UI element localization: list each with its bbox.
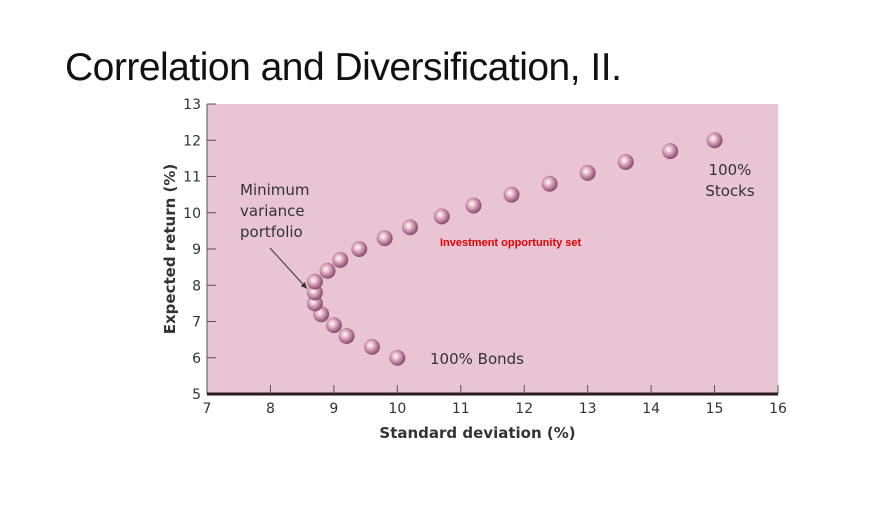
data-point (332, 251, 349, 268)
y-axis-label: Expected return (%) (161, 164, 179, 335)
y-tick-label: 5 (192, 387, 201, 403)
x-tick-label: 16 (769, 401, 787, 417)
y-tick-label: 6 (192, 351, 201, 367)
plot-area (207, 104, 778, 394)
data-point (541, 175, 558, 192)
x-tick-label: 12 (515, 401, 533, 417)
y-tick-label: 13 (183, 97, 201, 113)
x-tick-label: 7 (203, 401, 212, 417)
y-tick-label: 12 (183, 133, 201, 149)
x-tick-label: 15 (706, 401, 724, 417)
min-variance-label: Minimum (240, 181, 310, 199)
y-tick-label: 7 (192, 315, 201, 331)
data-point (351, 241, 368, 257)
slide-title: Correlation and Diversification, II. (65, 46, 622, 89)
data-point (325, 317, 342, 334)
data-point (706, 132, 723, 149)
x-tick-label: 11 (452, 401, 470, 417)
x-tick-label: 10 (388, 401, 406, 417)
data-point (433, 208, 450, 225)
data-point (338, 328, 355, 344)
data-point (662, 143, 679, 160)
data-point (402, 219, 419, 236)
data-point (503, 186, 520, 203)
min-variance-label: portfolio (240, 223, 303, 241)
opportunity-set-label: Investment opportunity set (440, 237, 582, 249)
stocks-label: Stocks (705, 182, 755, 200)
data-point (579, 164, 596, 181)
data-point (389, 349, 406, 366)
y-tick-label: 9 (192, 242, 201, 258)
y-tick-label: 10 (183, 206, 201, 222)
x-axis-label: Standard deviation (%) (379, 424, 575, 442)
data-point (306, 273, 323, 290)
y-tick-label: 11 (183, 170, 201, 186)
arrow-icon (269, 247, 308, 289)
x-tick-label: 9 (329, 401, 338, 417)
data-point (319, 262, 336, 279)
y-tick-label: 8 (192, 278, 201, 294)
data-point (363, 338, 380, 355)
min-variance-label: variance (240, 202, 305, 220)
bonds-label: 100% Bonds (430, 350, 524, 368)
data-point (617, 154, 634, 170)
data-point (465, 197, 482, 214)
x-tick-label: 14 (642, 401, 660, 417)
x-tick-label: 13 (579, 401, 597, 417)
data-point (376, 230, 393, 247)
x-tick-label: 8 (266, 401, 275, 417)
stocks-label: 100% (709, 161, 752, 179)
